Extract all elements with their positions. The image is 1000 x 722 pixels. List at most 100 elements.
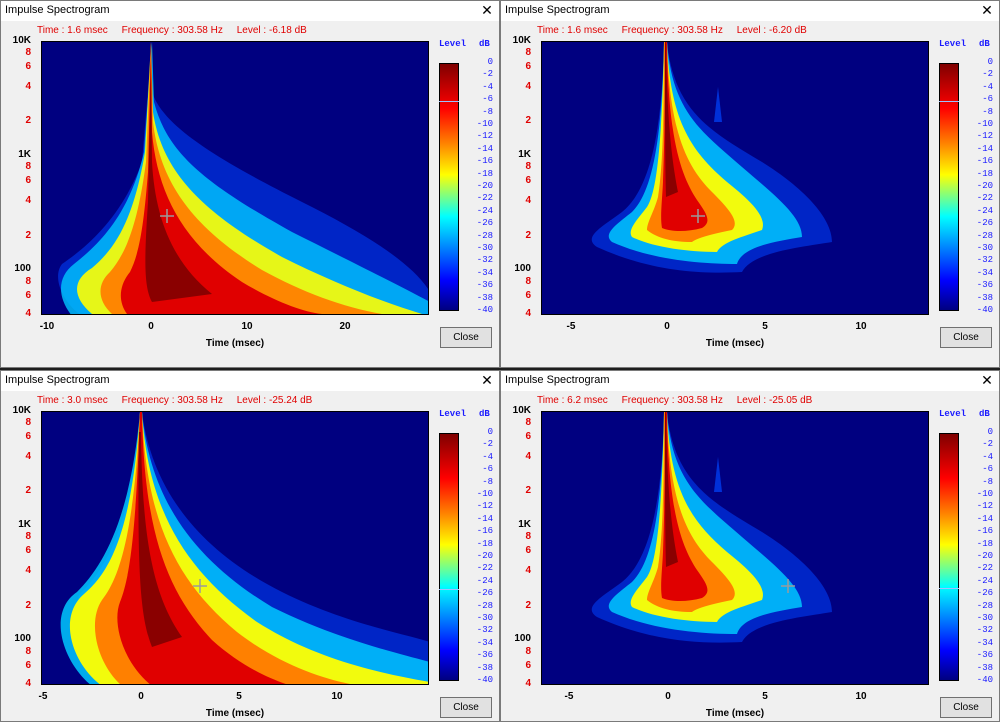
spectrogram-svg (542, 42, 928, 314)
colorbar-tick: -34 (476, 637, 493, 648)
x-tick-label: 20 (339, 321, 351, 332)
spectrogram-plot[interactable] (41, 41, 429, 315)
energy-region (714, 457, 722, 492)
colorbar-tick: -34 (476, 267, 493, 278)
colorbar-tick: -20 (976, 181, 993, 191)
colorbar-tick: 0 (987, 427, 993, 437)
colorbar-tick: -36 (476, 280, 493, 291)
colorbar-tick: -8 (482, 106, 493, 117)
energy-region (714, 87, 722, 122)
colorbar-tick: -34 (976, 637, 993, 648)
colorbar-tick: -10 (476, 119, 493, 129)
y-tick-label: 2 (25, 230, 31, 241)
colorbar-tick: -6 (482, 464, 493, 475)
y-tick-label: 6 (25, 431, 31, 442)
colorbar-tick: -6 (982, 464, 993, 475)
colorbar-unit: dB (979, 409, 990, 419)
close-button[interactable]: Close (440, 327, 492, 348)
colorbar-tick: -6 (982, 94, 993, 105)
x-axis-label: Time (msec) (205, 338, 265, 349)
colorbar-tick: -22 (476, 193, 493, 204)
level-readout: Level : -6.20 dB (736, 25, 807, 36)
close-button[interactable]: Close (940, 327, 992, 348)
crosshair-icon (160, 209, 174, 223)
y-tick-label: 6 (525, 660, 531, 671)
colorbar-tick: 0 (987, 57, 993, 67)
colorbar-tick: -2 (982, 69, 993, 80)
y-tick-label: 4 (25, 451, 31, 462)
colorbar-tick: -24 (476, 575, 493, 586)
x-tick-label: 0 (148, 321, 154, 332)
colorbar-tick: -16 (976, 526, 993, 537)
colorbar-tick: -36 (976, 650, 993, 661)
x-tick-label: 10 (855, 691, 867, 702)
colorbar-tick: -14 (976, 513, 993, 524)
colorbar-unit: dB (979, 39, 990, 49)
energy-region (138, 432, 182, 647)
level-marker (439, 589, 459, 591)
title-bar[interactable]: Impulse Spectrogram ✕ (501, 371, 999, 391)
colorbar-tick: -12 (476, 131, 493, 142)
colorbar-tick: -18 (976, 538, 993, 549)
y-tick-label: 10K (12, 35, 31, 46)
y-tick-label: 10K (512, 35, 531, 46)
title-bar[interactable]: Impulse Spectrogram ✕ (1, 1, 499, 21)
colorbar-tick: -14 (476, 143, 493, 154)
level-readout: Level : -6.18 dB (236, 25, 307, 36)
energy-region (665, 42, 678, 197)
colorbar-tick: -32 (476, 625, 493, 636)
colorbar-tick: -40 (976, 675, 993, 685)
x-tick-label: 5 (762, 321, 768, 332)
colorbar-tick: 0 (487, 427, 493, 437)
y-tick-label: 100 (14, 633, 31, 644)
time-readout: Time : 1.6 msec (37, 25, 108, 36)
y-tick-label: 10K (512, 405, 531, 416)
close-button[interactable]: Close (440, 697, 492, 718)
colorbar-tick: -12 (976, 131, 993, 142)
colorbar-tick: -30 (976, 613, 993, 623)
close-icon[interactable]: ✕ (481, 3, 493, 19)
y-tick-label: 100 (514, 263, 531, 274)
spectrogram-plot[interactable] (541, 41, 929, 315)
spectrogram-plot[interactable] (541, 411, 929, 685)
y-tick-label: 8 (525, 646, 531, 657)
colorbar-tick: -16 (476, 156, 493, 167)
y-tick-label: 6 (525, 61, 531, 72)
spectrogram-window-4: Impulse Spectrogram ✕ Time : 6.2 msec Freq… (500, 370, 1000, 722)
spectrogram-svg (42, 412, 428, 684)
window-title: Impulse Spectrogram (5, 4, 110, 16)
spectrogram-svg (542, 412, 928, 684)
colorbar-title: Level (939, 409, 967, 419)
time-readout: Time : 3.0 msec (37, 395, 108, 406)
spectrogram-window-3: Impulse Spectrogram ✕ Time : 3.0 msec Freq… (0, 370, 500, 722)
y-tick-label: 8 (525, 161, 531, 172)
y-tick-label: 8 (525, 417, 531, 428)
y-tick-label: 10K (12, 405, 31, 416)
colorbar (439, 63, 459, 311)
spectrogram-plot[interactable] (41, 411, 429, 685)
close-button[interactable]: Close (940, 697, 992, 718)
colorbar-tick: -22 (976, 563, 993, 574)
x-tick-label: 10 (331, 691, 343, 702)
close-icon[interactable]: ✕ (481, 373, 493, 389)
frequency-readout: Frequency : 303.58 Hz (621, 395, 723, 406)
spectrogram-svg (42, 42, 428, 314)
title-bar[interactable]: Impulse Spectrogram ✕ (501, 1, 999, 21)
colorbar-tick: 0 (487, 57, 493, 67)
y-tick-label: 4 (525, 678, 531, 689)
y-tick-label: 4 (25, 81, 31, 92)
y-tick-label: 8 (25, 161, 31, 172)
colorbar-tick: -22 (976, 193, 993, 204)
close-icon[interactable]: ✕ (981, 373, 993, 389)
y-tick-label: 4 (25, 565, 31, 576)
y-tick-label: 4 (525, 308, 531, 319)
colorbar-tick: -36 (476, 650, 493, 661)
x-axis-label: Time (msec) (205, 708, 265, 719)
y-tick-label: 8 (25, 417, 31, 428)
y-tick-label: 4 (25, 678, 31, 689)
title-bar[interactable]: Impulse Spectrogram ✕ (1, 371, 499, 391)
colorbar-tick: -4 (482, 81, 493, 92)
colorbar-tick: -24 (976, 205, 993, 216)
time-readout: Time : 6.2 msec (537, 395, 608, 406)
close-icon[interactable]: ✕ (981, 3, 993, 19)
